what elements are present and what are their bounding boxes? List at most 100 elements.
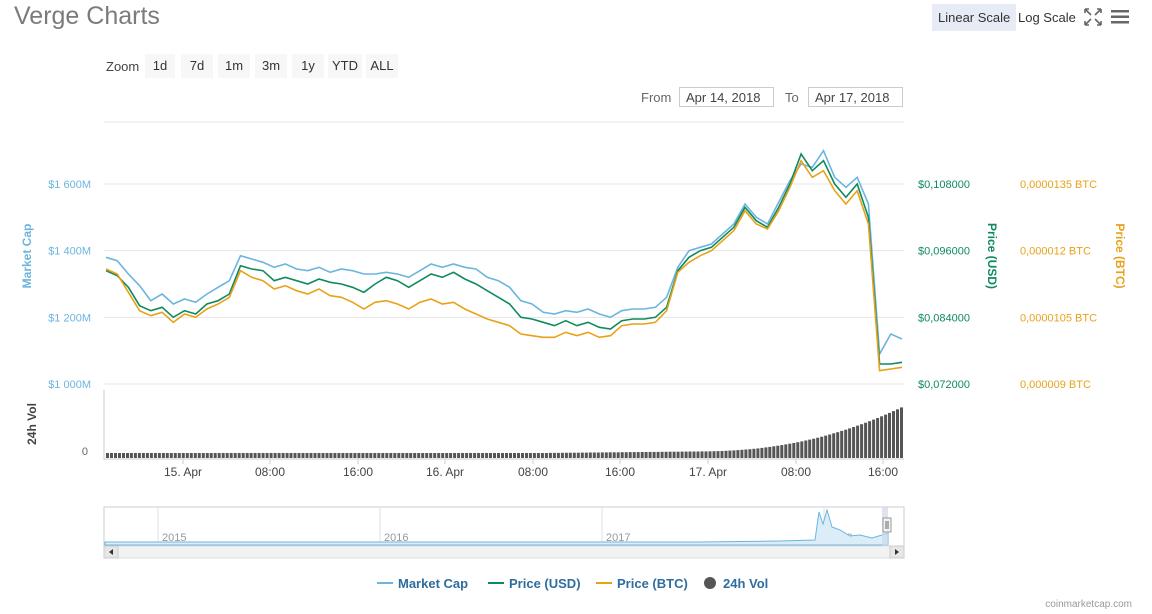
volume-bar (772, 446, 776, 458)
volume-bar (588, 452, 592, 458)
volume-bar (305, 453, 309, 458)
legend-item-price-btc[interactable]: Price (BTC) (596, 576, 688, 591)
volume-bar (177, 453, 181, 458)
to-label: To (785, 90, 799, 105)
y-tick-price-usd: $0,108000 (918, 179, 970, 191)
volume-bar (301, 453, 305, 458)
scrollbar[interactable] (103, 545, 905, 559)
volume-bar (253, 453, 257, 458)
volume-bar (217, 453, 221, 458)
zoom-1d-button[interactable]: 1d (145, 54, 175, 78)
to-date-input[interactable]: Apr 17, 2018 (808, 87, 903, 107)
series-market-cap[interactable] (105, 149, 903, 357)
volume-bar (421, 453, 425, 458)
fullscreen-icon[interactable] (1083, 7, 1103, 27)
linear-scale-button[interactable]: Linear Scale (932, 4, 1017, 31)
volume-bar (564, 452, 568, 458)
volume-bar (632, 452, 636, 458)
zoom-3m-button[interactable]: 3m (255, 54, 287, 78)
volume-bar (756, 448, 760, 458)
navigator-handle[interactable] (882, 517, 892, 533)
volume-bar (381, 453, 385, 458)
volume-bar (740, 449, 744, 458)
volume-bar (888, 412, 891, 458)
volume-bar (261, 453, 265, 458)
volume-bar (572, 452, 576, 458)
volume-bar (126, 453, 129, 458)
volume-bar (437, 453, 441, 458)
volume-bar (868, 421, 872, 458)
navigator[interactable]: 2015201620172018 (103, 506, 905, 548)
x-tick-label: 08:00 (781, 465, 811, 479)
volume-bar (249, 453, 253, 458)
x-tick-label: 17. Apr (689, 465, 727, 479)
log-scale-button[interactable]: Log Scale (1018, 10, 1076, 25)
x-tick-label: 08:00 (255, 465, 285, 479)
volume-bar (852, 427, 856, 458)
volume-bar (864, 422, 868, 458)
volume-bar (804, 440, 808, 458)
volume-bar (269, 453, 273, 458)
y-tick-price-btc: 0,000012 BTC (1020, 246, 1091, 258)
volume-bar (513, 453, 516, 458)
volume-bar (892, 411, 895, 458)
volume-bar (688, 451, 692, 458)
legend-item-24h-vol[interactable]: 24h Vol (704, 576, 768, 591)
volume-bar (373, 453, 377, 458)
volume-bar (313, 453, 317, 458)
volume-bar (241, 453, 245, 458)
volume-bar (584, 452, 588, 458)
volume-bar (528, 453, 532, 458)
zoom-ytd-button[interactable]: YTD (328, 54, 362, 78)
y-axis-title-volume: 24h Vol (25, 403, 39, 445)
volume-bar (576, 452, 580, 458)
volume-bar (752, 448, 756, 458)
volume-bar (309, 453, 313, 458)
series-price-btc[interactable] (105, 159, 903, 372)
credit-link[interactable]: coinmarketcap.com (1045, 599, 1132, 610)
zoom-7d-button[interactable]: 7d (181, 54, 213, 78)
legend-item-price-usd[interactable]: Price (USD) (488, 576, 581, 591)
series-price-usd[interactable] (105, 152, 903, 365)
volume-bar (157, 453, 161, 458)
volume-bar (469, 453, 473, 458)
volume-bar (832, 433, 836, 458)
navigator-year-label: 2015 (162, 532, 186, 544)
volume-bar (848, 428, 852, 458)
volume-bar (213, 453, 217, 458)
x-tick-label: 16:00 (605, 465, 635, 479)
volume-bar (473, 453, 477, 458)
volume-bar (636, 452, 640, 458)
volume-bar (792, 443, 796, 458)
volume-bar (285, 453, 289, 458)
zoom-1m-button[interactable]: 1m (218, 54, 250, 78)
volume-bar (229, 453, 233, 458)
volume-bar (544, 453, 548, 458)
volume-bar (481, 453, 485, 458)
volume-bar (736, 450, 740, 458)
volume-bar (560, 452, 564, 458)
volume-bar (477, 453, 481, 458)
volume-bar (345, 453, 349, 458)
volume-bar (640, 452, 644, 458)
volume-bar (556, 452, 560, 458)
from-date-input[interactable]: Apr 14, 2018 (679, 87, 774, 107)
legend[interactable]: Market Cap Price (USD) Price (BTC) 24h V… (377, 576, 768, 591)
volume-bar (744, 449, 748, 458)
navigator-year-label: 2016 (384, 532, 408, 544)
volume-bar (197, 453, 201, 458)
volume-bar (189, 453, 193, 458)
volume-bar (608, 452, 612, 458)
zoom-1y-button[interactable]: 1y (292, 54, 324, 78)
volume-bar (828, 434, 832, 458)
legend-item-market-cap[interactable]: Market Cap (377, 576, 468, 591)
volume-bar (505, 453, 508, 458)
x-tick-label: 08:00 (518, 465, 548, 479)
volume-bar (445, 453, 449, 458)
volume-bar (141, 453, 145, 458)
volume-bar (225, 453, 229, 458)
hamburger-menu-icon[interactable] (1110, 7, 1130, 27)
volume-bar (724, 450, 728, 458)
zoom-all-button[interactable]: ALL (366, 54, 398, 78)
